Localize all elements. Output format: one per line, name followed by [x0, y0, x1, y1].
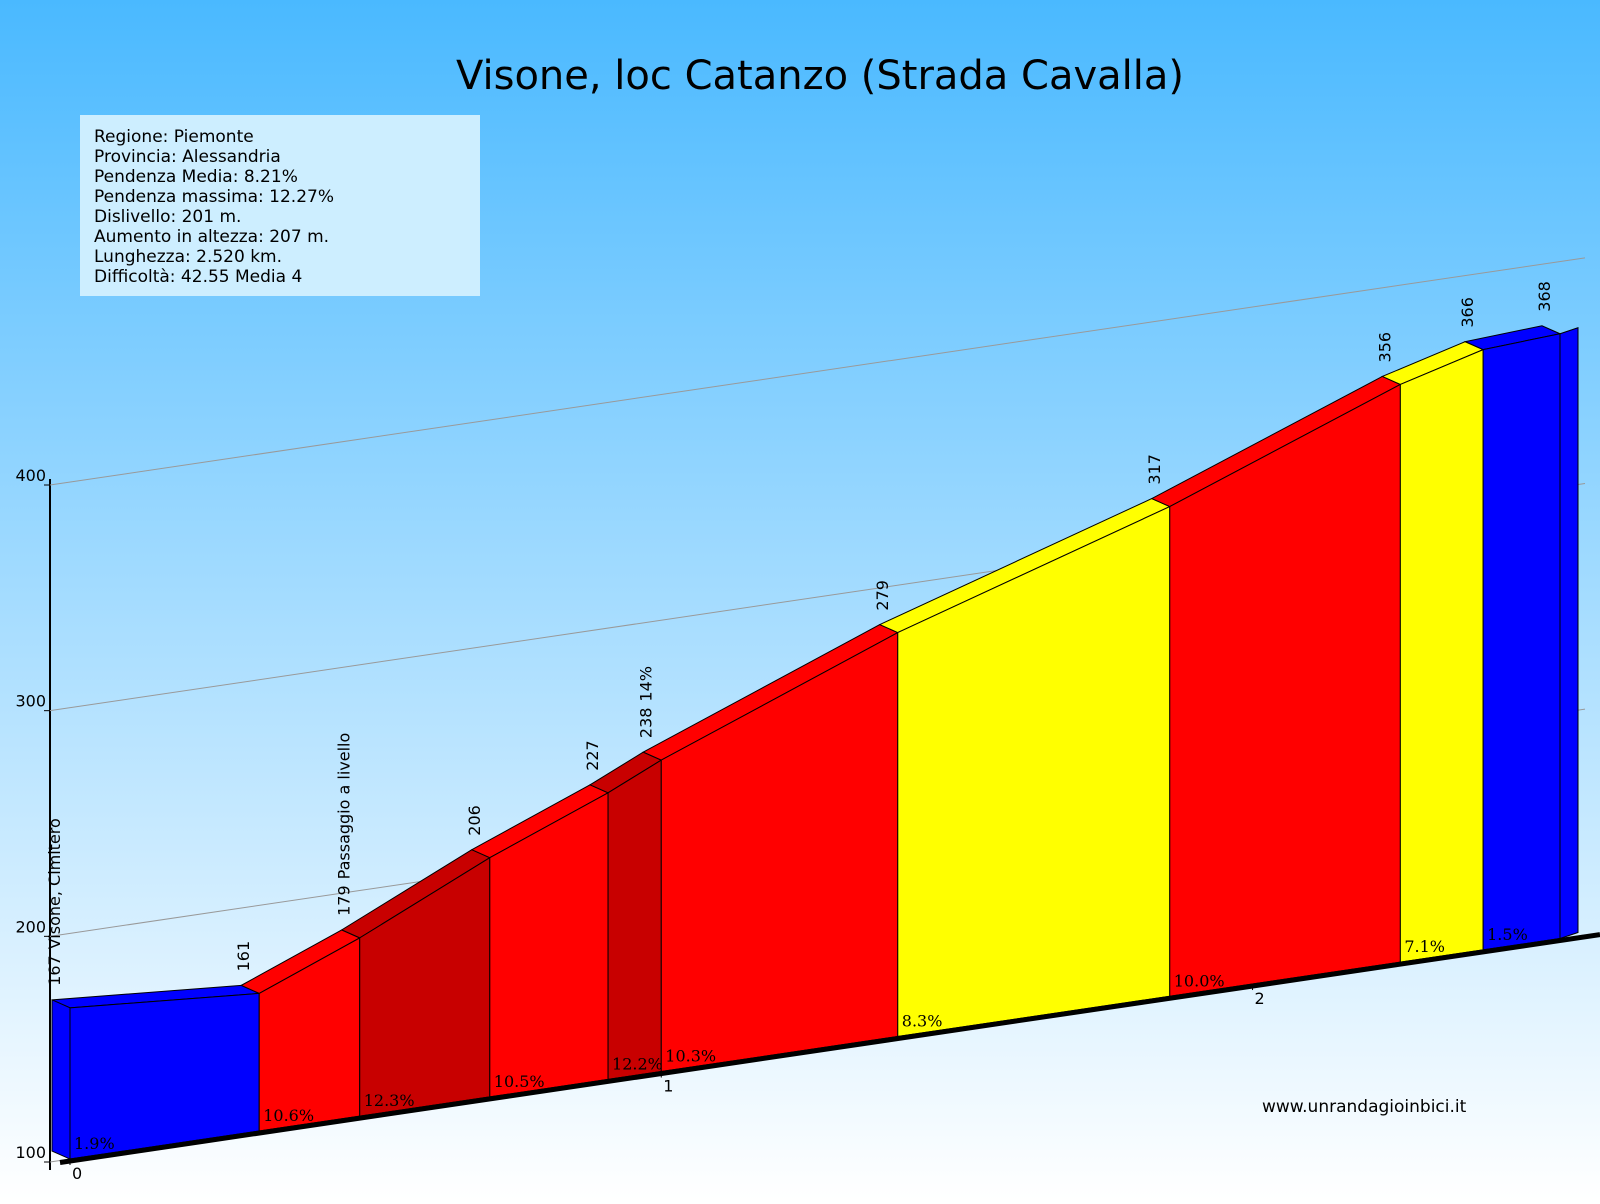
altitude-label: 206 [465, 805, 484, 836]
altitude-label: 179 Passaggio a livello [335, 733, 354, 916]
info-box [80, 115, 480, 296]
y-tick-label: 200 [15, 917, 46, 936]
slope-label: 7.1% [1404, 937, 1445, 956]
x-tick-label: 2 [1255, 989, 1265, 1008]
altitude-label: 227 [583, 740, 602, 771]
x-tick-label: 0 [72, 1164, 82, 1183]
ground-line [59, 932, 1600, 1165]
segment-face [1482, 333, 1561, 951]
altitude-value: 206 [465, 805, 484, 836]
altitude-label: 167 Visone, Cimitero [45, 818, 64, 986]
slope-label: 1.5% [1487, 925, 1528, 944]
place-name: Visone, Cimitero [45, 818, 64, 949]
altitude-label: 366 [1458, 297, 1477, 328]
y-tick-label: 300 [15, 692, 46, 711]
altitude-value: 227 [583, 740, 602, 771]
slope-label: 10.5% [494, 1072, 545, 1091]
slope-label: 10.6% [263, 1106, 314, 1125]
info-line: Aumento in altezza: 207 m. [94, 227, 329, 247]
altitude-label: 317 [1145, 454, 1164, 485]
x-tick-label: 1 [663, 1077, 673, 1096]
slope-label: 10.3% [665, 1047, 716, 1066]
place-name: Passaggio a livello [335, 733, 354, 880]
altitude-value: 167 [45, 955, 64, 986]
y-tick-label: 400 [15, 466, 46, 485]
altitude-value: 366 [1458, 297, 1477, 328]
grid-line [49, 257, 1586, 486]
y-tick-label: 100 [15, 1143, 46, 1162]
source: www.unrandagioinbici.it [1262, 1097, 1467, 1117]
altitude-value: 238 [636, 708, 655, 739]
info-line: Pendenza Media: 8.21% [94, 167, 298, 187]
altitude-label: 368 [1535, 281, 1554, 312]
info-line: Dislivello: 201 m. [94, 207, 241, 227]
segment-side [51, 999, 71, 1160]
segment-side [1559, 327, 1579, 940]
slope-label: 1.9% [74, 1134, 115, 1153]
altitude-value: 368 [1535, 281, 1554, 312]
info-line: Difficoltà: 42.55 Media 4 [94, 267, 302, 287]
segment-face [607, 759, 662, 1080]
place-name: 14% [636, 666, 655, 702]
slope-label: 12.2% [612, 1054, 663, 1073]
info-line: Regione: Piemonte [94, 127, 254, 147]
slope-label: 10.0% [1174, 971, 1225, 990]
altitude-label: 356 [1375, 332, 1394, 363]
info-line: Lunghezza: 2.520 km. [94, 247, 282, 267]
altitude-label: 161 [234, 941, 253, 972]
altitude-value: 179 [335, 885, 354, 916]
info-line: Pendenza massima: 12.27% [94, 187, 334, 207]
info-line: Provincia: Alessandria [94, 147, 281, 167]
plot: 1.9% 10.6% 12.3% 10.5% 12.2% 10.3% 8.3% 10.0% 7.… [45, 281, 1600, 1183]
slope-label: 12.3% [364, 1091, 415, 1110]
altitude-value: 161 [234, 941, 253, 972]
slope-label: 8.3% [902, 1012, 943, 1031]
altitude-label: 23814% [636, 666, 655, 738]
segment-face [1399, 348, 1484, 963]
altitude-value: 356 [1375, 332, 1394, 363]
altitude-label: 279 [873, 580, 892, 611]
altitude-value: 279 [873, 580, 892, 611]
chart-title: Visone, loc Catanzo (Strada Cavalla) [456, 53, 1184, 99]
altitude-value: 317 [1145, 454, 1164, 485]
